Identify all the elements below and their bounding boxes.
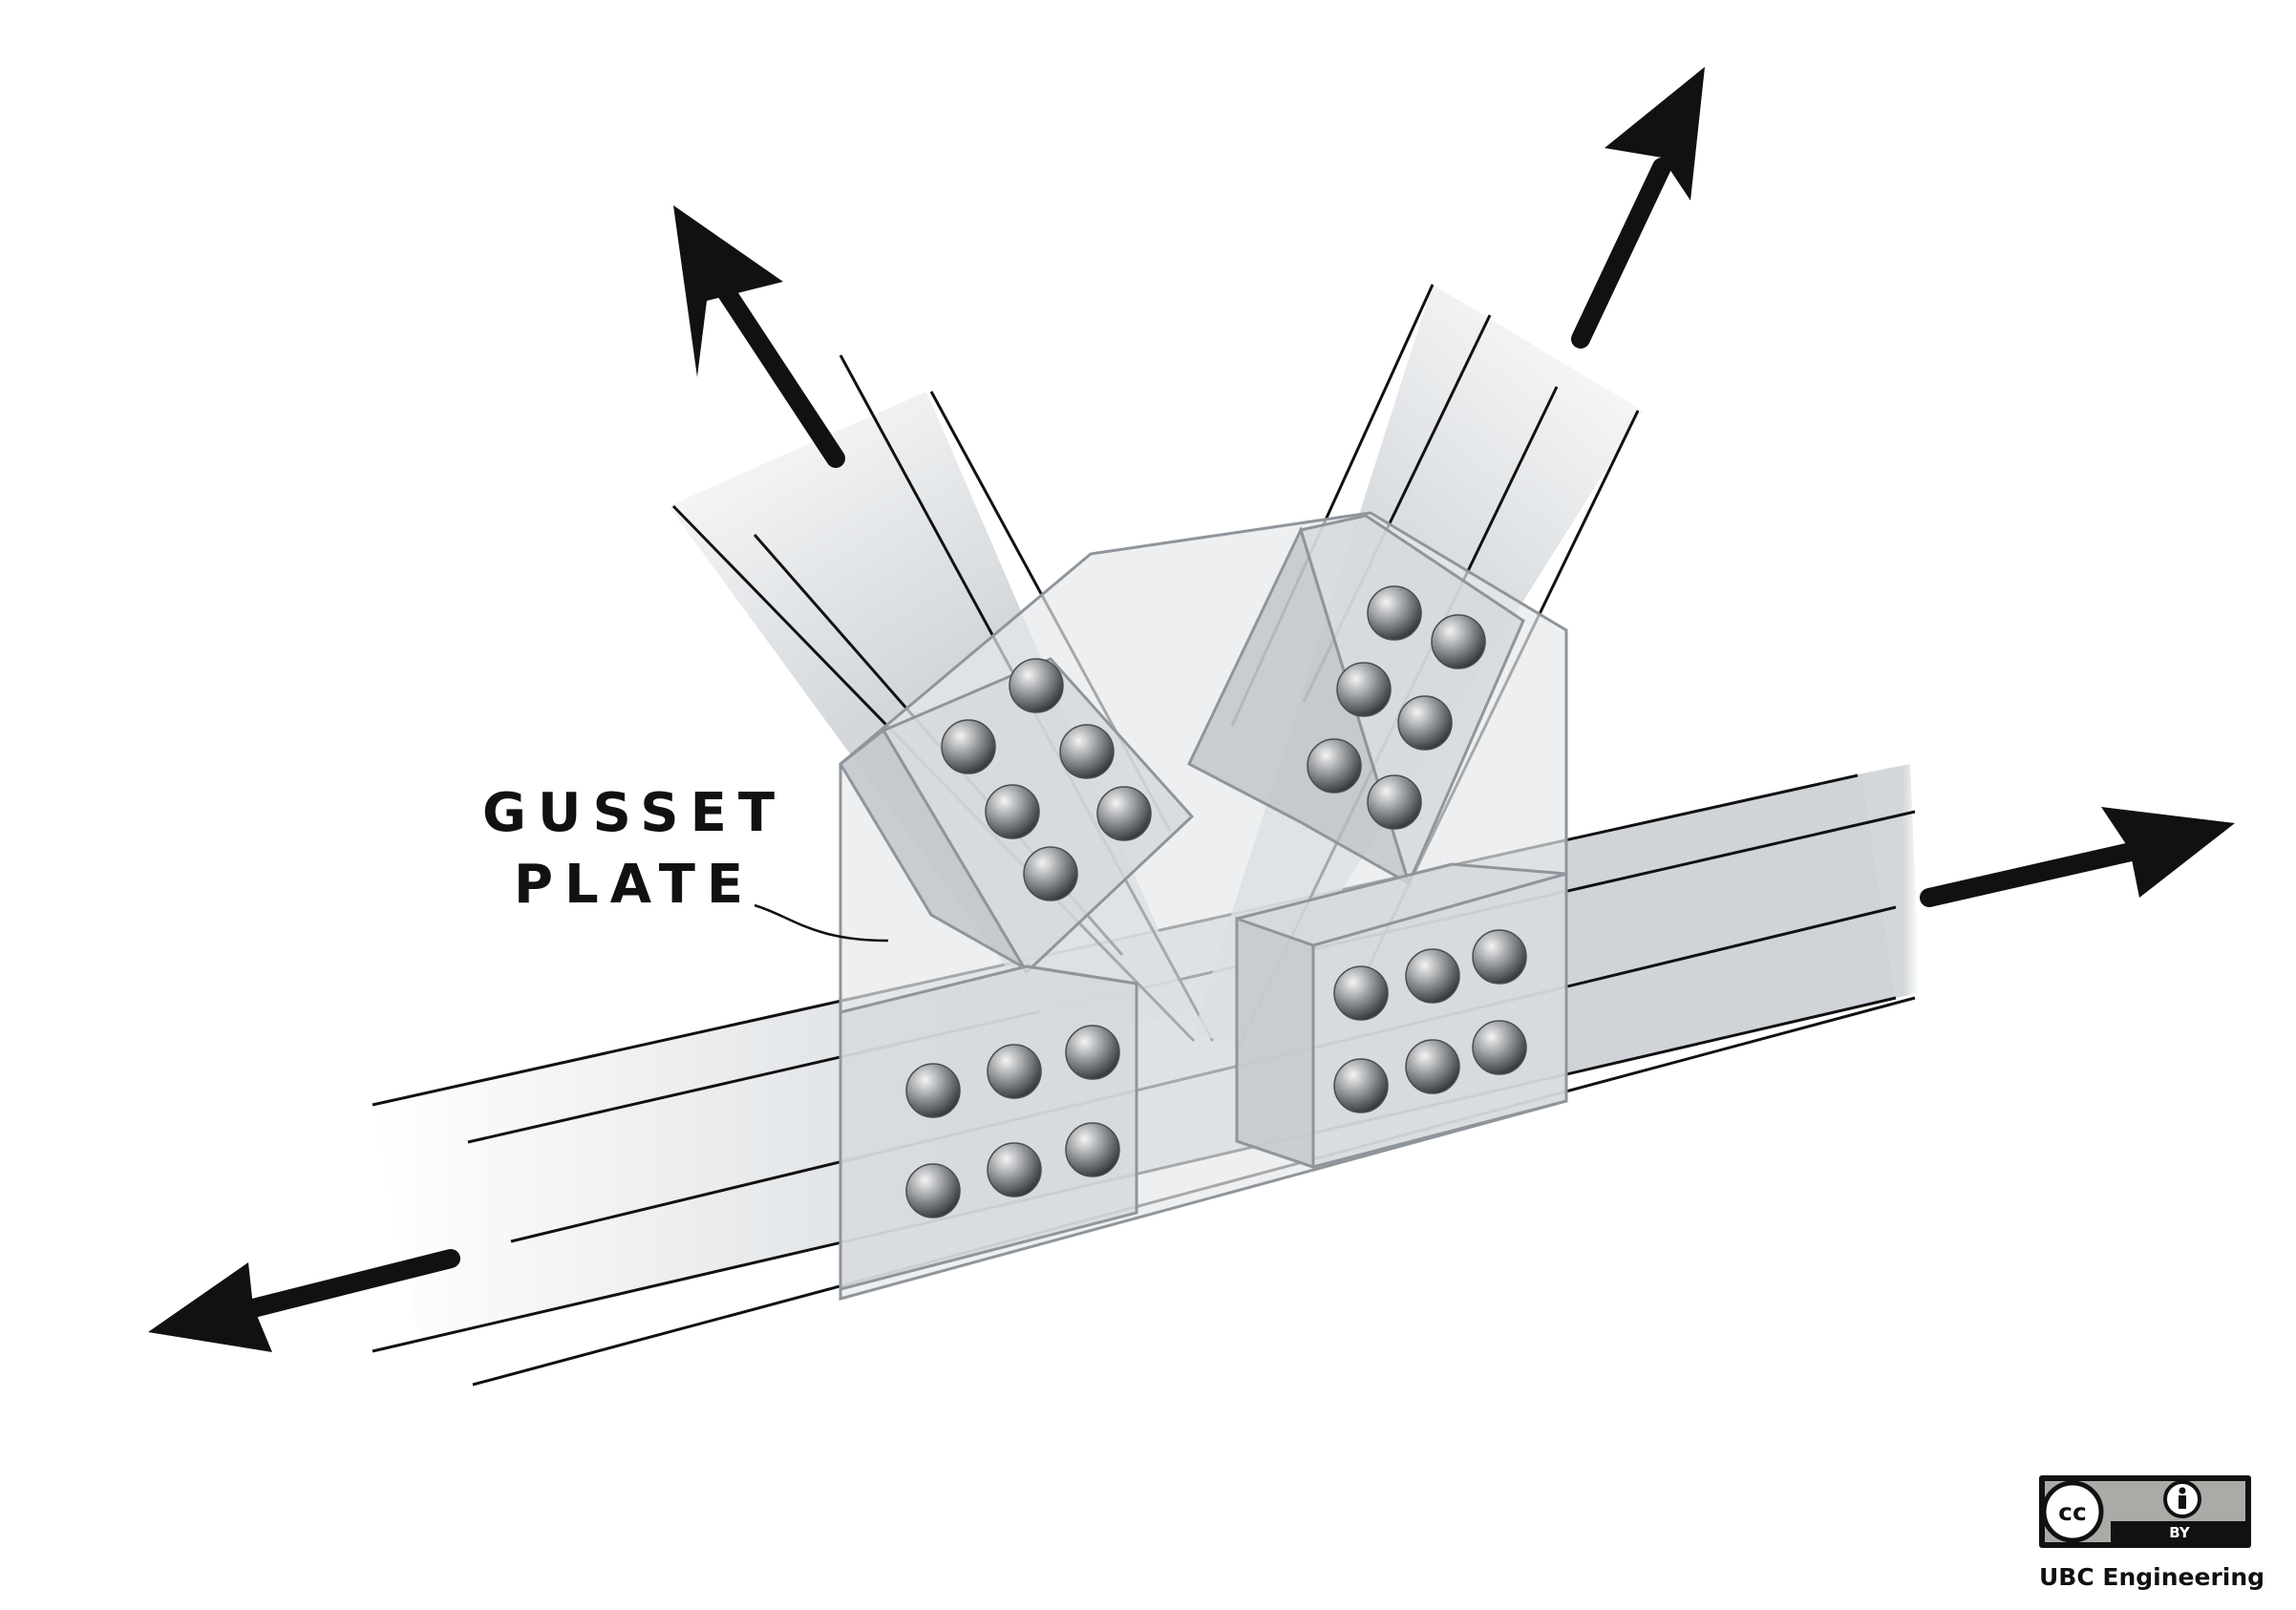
bolt-icon <box>1367 774 1422 830</box>
bolt-icon <box>1059 724 1115 779</box>
force-arrow-icon <box>1571 67 1705 349</box>
bolt-icon <box>1065 1122 1120 1177</box>
bottom-right-chord-angle <box>1235 862 1568 1170</box>
bottom-left-chord-angle <box>839 964 1138 1291</box>
svg-text:cc: cc <box>2058 1498 2087 1526</box>
left-diagonal-angle <box>839 657 1195 975</box>
callout-line-2: PLATE <box>514 854 755 916</box>
bolt-icon <box>987 1142 1042 1197</box>
bolt-icon <box>1367 585 1422 641</box>
bolt-icon <box>1405 1039 1460 1094</box>
bolt-icon <box>1307 738 1362 794</box>
license-badge: cc BY <box>2039 1475 2251 1548</box>
bolt-icon <box>1336 662 1392 717</box>
by-person-icon <box>2163 1480 2201 1518</box>
force-arrow-icon <box>673 205 845 468</box>
bolt-icon <box>987 1044 1042 1099</box>
bolt-icon <box>1096 786 1152 841</box>
callout-line-1: GUSSET <box>482 782 786 844</box>
attribution-text: UBC Engineering <box>2039 1563 2264 1591</box>
bolt-icon <box>985 784 1040 839</box>
bolt-icon <box>1472 929 1527 985</box>
callout-leader-line <box>754 903 889 943</box>
bolt-icon <box>1431 614 1486 669</box>
force-arrow-icon <box>1920 807 2235 907</box>
bolt-icon <box>1472 1020 1527 1075</box>
bolt-icon <box>1009 658 1064 713</box>
gusset-plate-callout: GUSSET PLATE <box>482 782 889 943</box>
bolt-icon <box>941 719 996 774</box>
bolt-icon <box>1333 965 1389 1021</box>
bolt-icon <box>1023 846 1078 901</box>
bolt-icon <box>905 1063 961 1118</box>
badge-by-label: BY <box>2169 1524 2191 1541</box>
bolt-icon <box>1065 1025 1120 1080</box>
bolt-icon <box>1397 695 1453 751</box>
bolt-icon <box>905 1163 961 1218</box>
cc-icon: cc <box>2041 1480 2104 1543</box>
force-arrow-icon <box>148 1249 460 1352</box>
bolt-icon <box>1333 1058 1389 1113</box>
bolt-icon <box>1405 948 1460 1004</box>
